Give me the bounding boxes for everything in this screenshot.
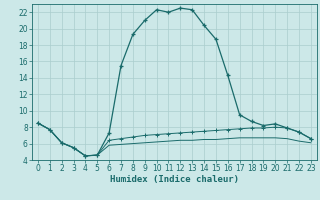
X-axis label: Humidex (Indice chaleur): Humidex (Indice chaleur) — [110, 175, 239, 184]
